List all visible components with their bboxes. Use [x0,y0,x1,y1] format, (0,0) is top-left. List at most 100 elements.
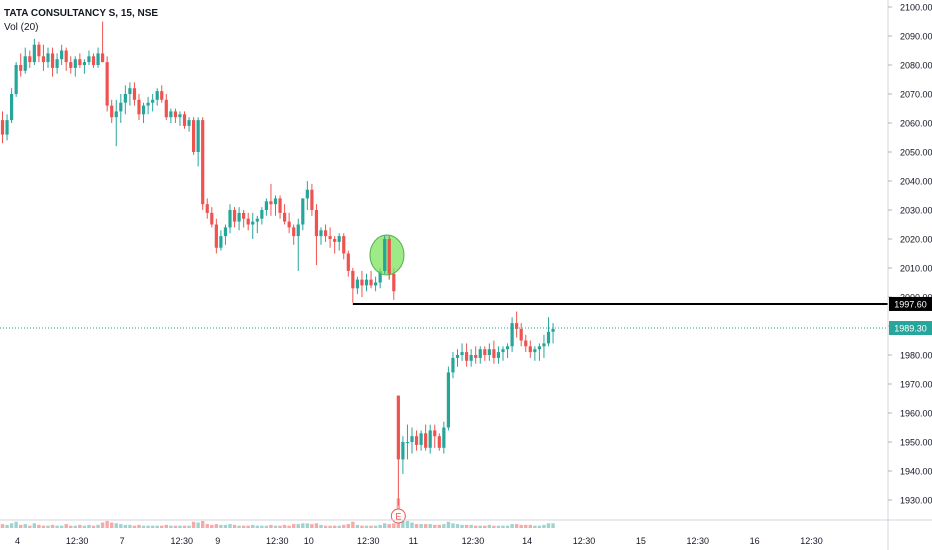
volume-bar [9,523,14,528]
volume-indicator-label[interactable]: Vol (20) [4,22,39,33]
candle-body [328,236,332,239]
y-tick-label: 1930.00 [900,496,932,506]
volume-bar [537,525,542,528]
candle-body [41,56,46,63]
volume-bar [310,524,314,528]
candle-body [301,198,305,225]
volume-bar [241,525,246,528]
y-tick-label: 1970.00 [900,380,932,390]
candle-body [392,273,396,292]
candle-body [342,236,346,254]
y-tick-label: 1960.00 [900,409,932,419]
volume-bar [169,525,173,528]
candlesticks [0,21,555,506]
time-axis[interactable]: 4 12:30 7 12:30 9 12:30 10 12:30 11 12:30 14 12:30 1… [0,519,932,546]
volume-bar [369,525,373,528]
candle-body [60,50,64,60]
y-tick-label: 2020.00 [900,235,932,245]
candle-body [187,120,191,126]
candle-body [333,239,337,242]
candle-body [351,270,355,289]
x-tick-label: 12:30 [462,536,485,546]
y-tick-label: 2090.00 [900,32,932,42]
candle-body [305,189,309,199]
candle-body [137,99,141,115]
volume-bar [501,525,505,528]
candle-body [401,442,405,460]
candle-body [0,120,5,135]
candle-body [201,120,205,205]
volume-bar [446,521,451,528]
volume-bar [87,524,91,528]
candle-body [465,352,469,361]
volume-bar [28,525,32,528]
candle-body [273,198,278,205]
candle-body [28,56,32,63]
volume-bar [237,525,241,528]
x-tick-label: 12:30 [686,536,709,546]
x-tick-label: 7 [120,536,125,546]
x-tick-label: 14 [522,536,532,546]
x-tick-label: 12:30 [66,536,89,546]
y-tick-label: 2100.00 [900,3,932,13]
candle-body [437,436,441,448]
candle-body [50,53,55,68]
volume-bar [260,525,264,528]
price-axis[interactable]: 1930.00 1940.00 1950.00 1960.00 1970.00 1980.… [887,0,932,550]
volume-bar [14,521,18,528]
volume-bar [100,522,105,528]
candle-body [169,111,173,118]
candle-body [278,198,282,213]
volume-bar [296,524,300,528]
candle-body [505,346,510,350]
candle-body [205,204,209,213]
x-tick-label: 15 [636,536,646,546]
candle-body [237,212,241,222]
candle-body [64,50,68,63]
candle-body [487,349,491,355]
candle-body [5,120,9,135]
candle-body [141,105,146,115]
volume-bar [23,524,27,528]
volume-bar [182,525,187,528]
x-tick-label: 12:30 [266,536,289,546]
candle-body [96,53,100,65]
volume-bar [173,525,178,528]
volume-bar [533,525,537,528]
candle-body [551,328,555,332]
volume-bar [364,525,369,528]
volume-bars [0,498,555,528]
y-tick-label: 2040.00 [900,177,932,187]
volume-bar [442,524,446,528]
volume-bar [5,524,9,528]
volume-bar [246,525,250,528]
volume-bar [410,522,414,528]
candle-body [296,224,300,237]
volume-bar [519,524,523,528]
volume-bar [123,524,128,528]
volume-bar [328,525,332,528]
volume-bar [119,524,123,528]
candle-body [246,218,250,225]
volume-bar [78,524,82,528]
y-tick-label: 2060.00 [900,119,932,129]
volume-bar [178,525,182,528]
candle-body [369,279,373,286]
volume-bar [41,525,46,528]
candle-body [146,102,150,106]
candle-body [419,433,423,445]
candle-body [228,210,232,228]
candle-body [528,346,532,353]
candle-body [455,355,460,358]
candle-body [69,62,73,68]
candle-body [314,210,319,237]
last-price-tag [889,321,932,336]
volume-bar [210,524,214,528]
candle-body [151,99,155,103]
volume-bar [264,525,269,528]
volume-bar [214,524,219,528]
symbol-title[interactable]: TATA CONSULTANCY S, 15, NSE [4,8,159,19]
candle-body [19,65,23,71]
candle-body [223,227,228,237]
